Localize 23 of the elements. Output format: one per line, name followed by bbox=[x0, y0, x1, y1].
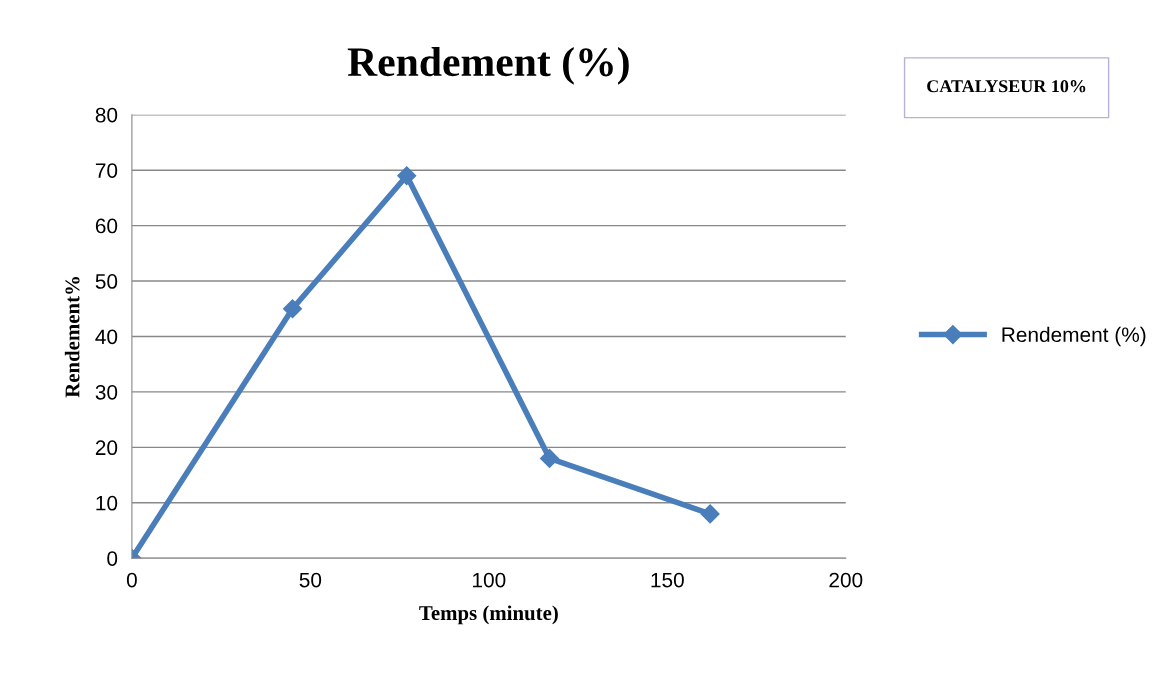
y-tick-label: 50 bbox=[95, 274, 118, 289]
x-tick-label: 200 bbox=[829, 572, 863, 588]
y-tick-label: 30 bbox=[95, 384, 118, 400]
y-tick-label: 80 bbox=[95, 107, 118, 123]
x-tick-label: 150 bbox=[651, 572, 684, 588]
y-tick-label: 60 bbox=[95, 218, 118, 234]
y-tick-label: 70 bbox=[95, 163, 118, 178]
y-axis-title: Rendement% bbox=[64, 277, 80, 398]
y-tick-label: 20 bbox=[95, 440, 118, 456]
y-tick-label: 10 bbox=[96, 495, 118, 511]
y-tick-label: 40 bbox=[95, 329, 118, 345]
x-tick-label: 0 bbox=[126, 572, 137, 588]
x-axis-title: Temps (minute) bbox=[419, 605, 558, 625]
x-tick-label: 50 bbox=[299, 572, 322, 588]
chart-title: Rendement (%) bbox=[347, 46, 629, 85]
x-tick-label: 100 bbox=[473, 572, 506, 588]
y-tick-label: 0 bbox=[107, 551, 118, 566]
point bbox=[397, 166, 417, 186]
point bbox=[700, 504, 720, 524]
point bbox=[282, 299, 303, 319]
legend-label: Rendement (%) bbox=[1002, 326, 1146, 347]
point bbox=[539, 448, 560, 468]
text: CATALYSEUR 10% bbox=[927, 80, 1086, 93]
